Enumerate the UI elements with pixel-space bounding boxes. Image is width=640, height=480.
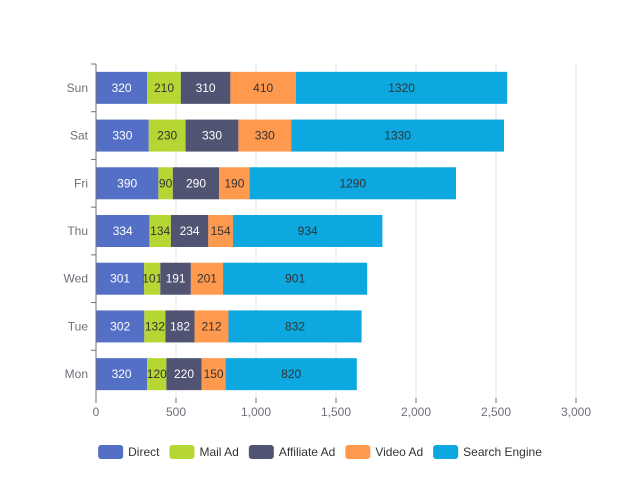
bar-data-label: 1330: [384, 129, 411, 143]
bar-segment[interactable]: [96, 310, 145, 343]
bar-segment[interactable]: [96, 71, 148, 104]
bar-segment[interactable]: [225, 358, 357, 391]
bar-segment[interactable]: [228, 310, 362, 343]
bar-segment[interactable]: [158, 167, 173, 200]
y-tick-label: Tue: [68, 319, 89, 333]
bar-segment[interactable]: [166, 358, 202, 391]
bar-segment[interactable]: [96, 167, 159, 200]
bar-data-label: 934: [298, 224, 318, 238]
y-tick-label: Sat: [70, 129, 89, 143]
x-tick-label: 1,500: [321, 405, 351, 419]
legend-swatch[interactable]: [345, 445, 371, 459]
bar-data-label: 154: [211, 224, 231, 238]
bar-segment[interactable]: [165, 310, 195, 343]
bar-segment[interactable]: [223, 262, 368, 295]
bar-segment[interactable]: [96, 262, 145, 295]
bar-segment[interactable]: [172, 167, 220, 200]
bar-data-label: 220: [174, 367, 194, 381]
bar-data-label: 134: [150, 224, 170, 238]
bar-data-label: 310: [196, 81, 216, 95]
bar-data-label: 132: [145, 319, 165, 333]
legend-label[interactable]: Affiliate Ad: [279, 445, 335, 459]
bar-data-label: 334: [113, 224, 133, 238]
bar-data-label: 330: [112, 129, 132, 143]
bar-data-label: 302: [110, 319, 130, 333]
bar-segment[interactable]: [147, 358, 167, 391]
bar-data-label: 234: [180, 224, 200, 238]
bar-segment[interactable]: [232, 215, 383, 247]
bar-data-label: 230: [157, 129, 177, 143]
bar-segment[interactable]: [170, 215, 209, 247]
bar-segment[interactable]: [291, 119, 504, 152]
legend-swatch[interactable]: [248, 445, 274, 459]
bar-segment[interactable]: [238, 119, 292, 152]
bar-data-label: 330: [202, 129, 222, 143]
bar-segment[interactable]: [180, 71, 231, 104]
bar-data-label: 190: [224, 176, 244, 190]
bar-segment[interactable]: [144, 310, 166, 343]
x-tick-label: 1,000: [241, 405, 271, 419]
bar-data-label: 320: [112, 81, 132, 95]
legend-swatch[interactable]: [98, 445, 124, 459]
legend-label[interactable]: Mail Ad: [199, 445, 238, 459]
bar-segment[interactable]: [144, 262, 161, 295]
legend-label[interactable]: Video Ad: [375, 445, 423, 459]
bar-data-label: 201: [197, 272, 217, 286]
bar-segment[interactable]: [194, 310, 229, 343]
bar-segment[interactable]: [96, 215, 150, 247]
bar-segment[interactable]: [208, 215, 233, 247]
bar-segment[interactable]: [185, 119, 239, 152]
x-tick-label: 3,000: [561, 405, 591, 419]
axes: 0 500 1,000 1,500 2,000 2,500 3,000 Mon Tue Wed Th…: [64, 63, 591, 419]
bar-data-label: 210: [154, 81, 174, 95]
bar-data-label: 101: [142, 272, 162, 286]
bar-segment[interactable]: [190, 262, 224, 295]
bar-segment[interactable]: [249, 167, 456, 200]
bar-segment[interactable]: [219, 167, 250, 200]
bar-segment[interactable]: [149, 215, 171, 247]
x-tick-label: 500: [166, 405, 186, 419]
bar-segment[interactable]: [230, 71, 296, 104]
legend-swatch[interactable]: [433, 445, 459, 459]
y-tick-label: Wed: [64, 272, 88, 286]
bar-data-label: 410: [253, 81, 273, 95]
bar-data-label: 191: [166, 272, 186, 286]
bar-data-label: 1320: [388, 81, 415, 95]
bar-segment[interactable]: [296, 71, 508, 104]
bar-data-label: 301: [110, 272, 130, 286]
legend[interactable]: Direct Mail Ad Affiliate Ad Video Ad Search …: [98, 445, 542, 459]
bar-segment[interactable]: [147, 71, 181, 104]
bar-data-label: 120: [147, 367, 167, 381]
bar-data-label: 182: [170, 319, 190, 333]
legend-label[interactable]: Search Engine: [463, 445, 542, 459]
bar-segment[interactable]: [201, 358, 226, 391]
bar-data-label: 832: [285, 319, 305, 333]
x-tick-label: 0: [93, 405, 100, 419]
bar-segment[interactable]: [96, 358, 148, 391]
bar-data-label: 212: [202, 319, 222, 333]
y-tick-label: Sun: [67, 81, 88, 95]
legend-label[interactable]: Direct: [128, 445, 160, 459]
y-tick-label: Thu: [67, 224, 88, 238]
bar-segment[interactable]: [96, 119, 149, 152]
bar-data-label: 390: [117, 176, 137, 190]
bar-data-label: 901: [285, 272, 305, 286]
bar-series: 320 120 220 150 820 302 132 182 212 832 301 101 191 2…: [96, 71, 508, 391]
bar-data-label: 320: [112, 367, 132, 381]
bar-segment[interactable]: [160, 262, 191, 295]
bar-data-label: 330: [255, 129, 275, 143]
bar-data-label: 1290: [339, 176, 366, 190]
bar-data-label: 820: [281, 367, 301, 381]
y-tick-label: Mon: [65, 367, 88, 381]
legend-swatch[interactable]: [169, 445, 195, 459]
bar-segment[interactable]: [148, 119, 186, 152]
x-tick-label: 2,000: [401, 405, 431, 419]
bar-data-label: 290: [186, 176, 206, 190]
bar-data-label: 150: [204, 367, 224, 381]
x-tick-label: 2,500: [481, 405, 511, 419]
bar-data-label: 90: [159, 176, 173, 190]
y-tick-label: Fri: [74, 176, 88, 190]
